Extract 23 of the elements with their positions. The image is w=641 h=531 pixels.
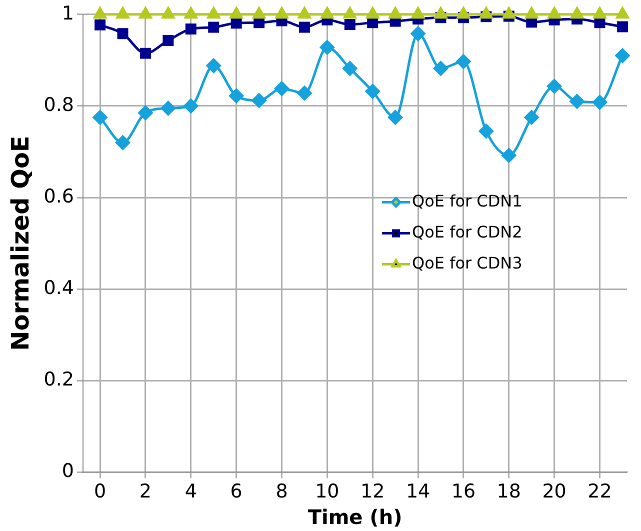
x-tick-label: 10 xyxy=(315,480,340,503)
x-tick-label: 18 xyxy=(496,480,521,503)
y-tick-label: 1 xyxy=(62,2,74,24)
x-tick-label: 22 xyxy=(588,480,612,503)
x-tick-label: 0 xyxy=(94,480,106,503)
x-tick-label: 8 xyxy=(276,480,288,503)
y-axis-title: Normalized QoE xyxy=(6,136,35,351)
x-tick-label: 12 xyxy=(360,480,385,503)
y-tick-label: 0.8 xyxy=(44,94,74,116)
x-axis-title: Time (h) xyxy=(308,505,402,530)
x-tick-label: 4 xyxy=(184,480,197,503)
y-tick-label: 0.2 xyxy=(44,368,74,391)
y-tick-label: 0.6 xyxy=(44,185,74,208)
x-tick-label: 14 xyxy=(406,480,430,503)
x-tick-label: 20 xyxy=(542,480,566,503)
x-tick-label: 16 xyxy=(451,480,476,503)
y-tick-label: 0 xyxy=(62,460,74,482)
x-tick-label: 6 xyxy=(230,480,242,503)
y-tick-label: 0.4 xyxy=(44,277,74,300)
x-tick-label: 2 xyxy=(139,480,152,503)
legend-label: QoE for CDN2 xyxy=(412,222,522,242)
legend-label: QoE for CDN3 xyxy=(412,253,522,272)
legend-label: QoE for CDN1 xyxy=(412,191,522,210)
